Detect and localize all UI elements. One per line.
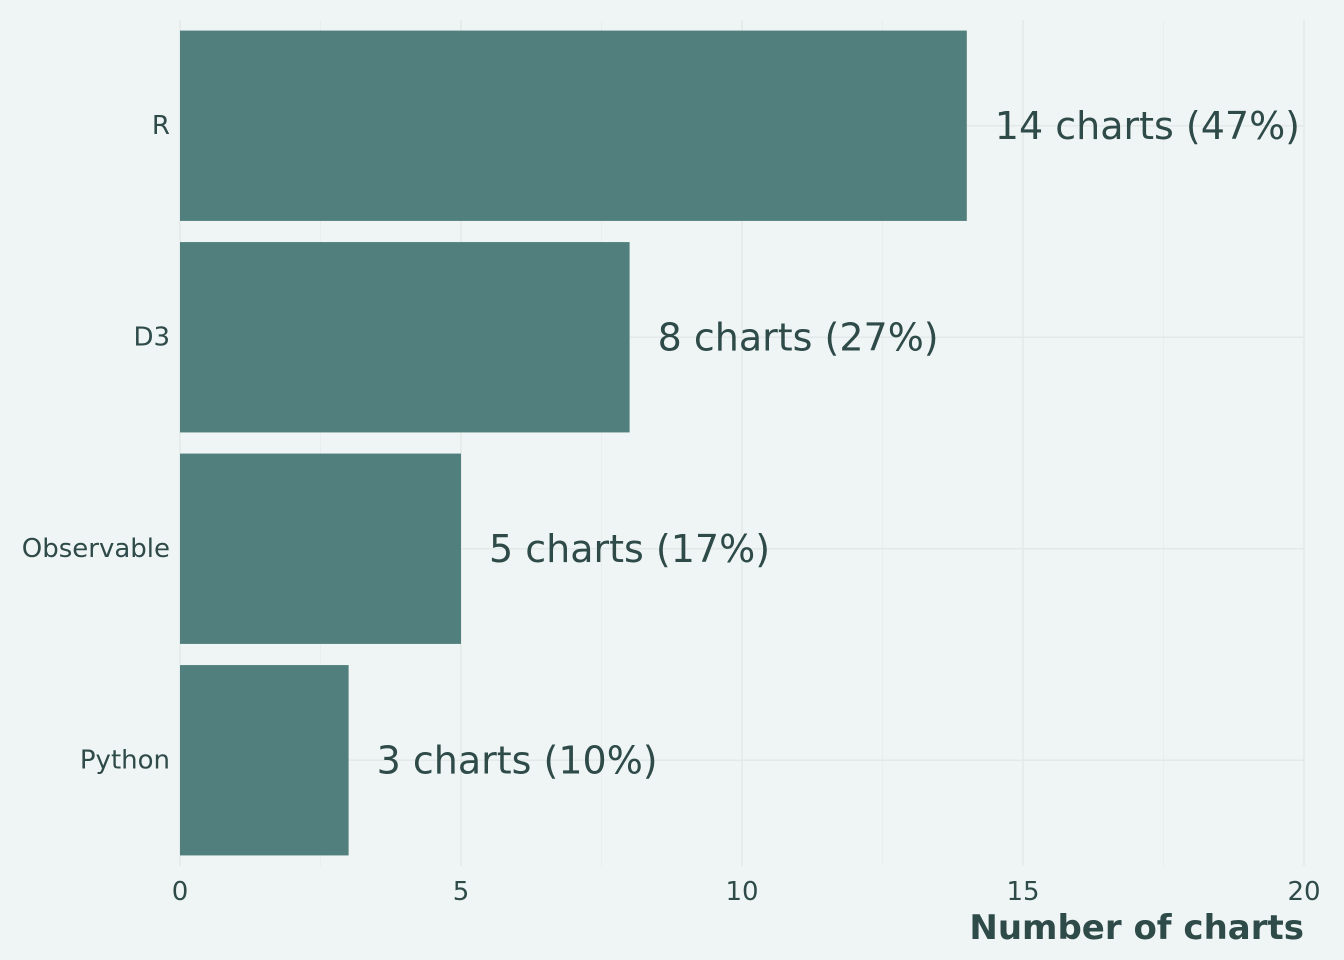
x-tick-label: 20 <box>1287 877 1320 907</box>
data-label: 8 charts (27%) <box>658 315 939 359</box>
data-labels: 14 charts (47%) 8 charts (27%) 5 charts (1… <box>377 104 1300 783</box>
category-label: D3 <box>133 322 170 352</box>
x-tick-label: 10 <box>725 877 758 907</box>
bar-d3 <box>180 242 630 433</box>
data-label: 14 charts (47%) <box>995 104 1300 148</box>
bar-r <box>180 30 967 221</box>
bar-observable <box>180 453 461 644</box>
bar-python <box>180 665 349 856</box>
data-label: 5 charts (17%) <box>489 527 770 571</box>
category-labels: R D3 Observable Python <box>22 111 170 776</box>
bars <box>180 30 967 856</box>
x-tick-labels: 0 5 10 15 20 <box>172 877 1321 907</box>
category-label: Python <box>80 745 170 775</box>
x-tick-label: 15 <box>1006 877 1039 907</box>
x-tick-label: 5 <box>453 877 470 907</box>
data-label: 3 charts (10%) <box>377 738 658 782</box>
category-label: R <box>152 111 170 141</box>
x-tick-label: 0 <box>172 877 189 907</box>
x-axis-title: Number of charts <box>969 908 1304 948</box>
category-label: Observable <box>22 534 170 564</box>
